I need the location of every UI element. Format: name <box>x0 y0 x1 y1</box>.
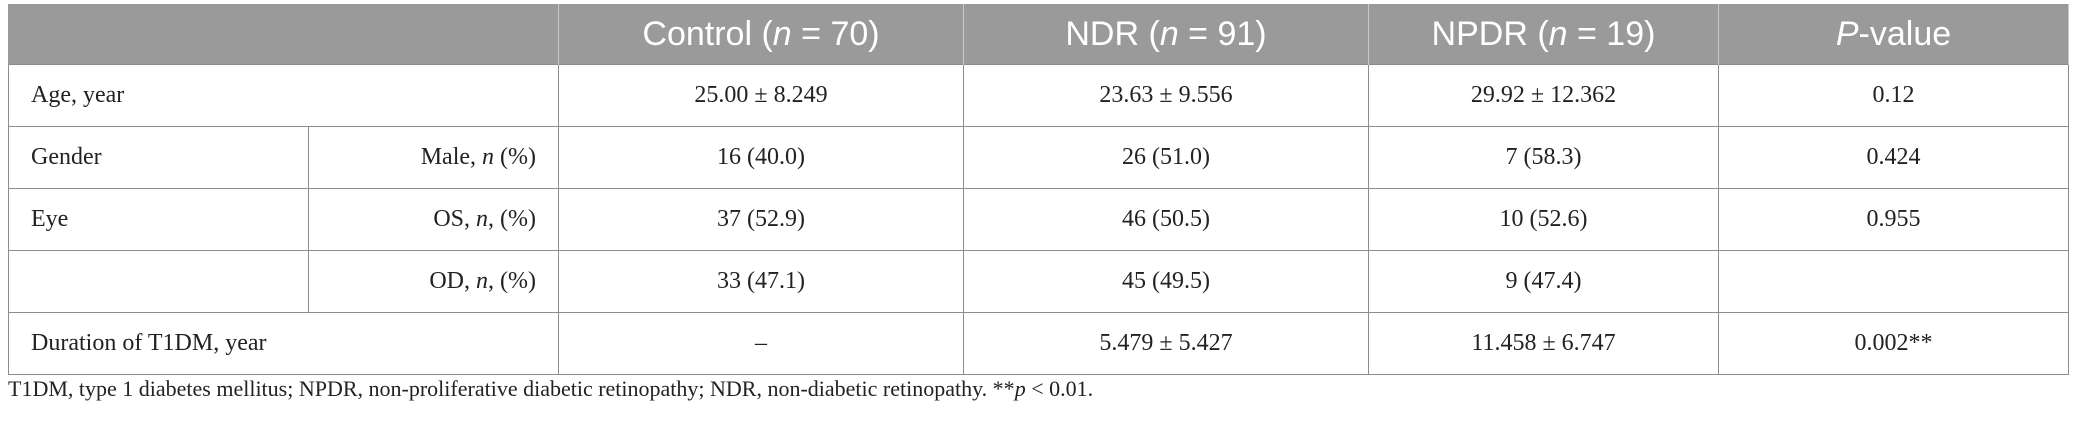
data-table-container: Control (n = 70) NDR (n = 91) NPDR (n = … <box>8 4 2069 375</box>
row-sublabel: Male, n (%) <box>308 126 559 189</box>
header-control: Control (n = 70) <box>558 4 964 65</box>
table-row-duration: Duration of T1DM, year – 5.479 ± 5.427 1… <box>8 312 2069 375</box>
row-sublabel: OS, n, (%) <box>308 188 559 251</box>
row-label: Gender <box>8 126 309 189</box>
table-row-age: Age, year 25.00 ± 8.249 23.63 ± 9.556 29… <box>8 64 2069 127</box>
header-row: Control (n = 70) NDR (n = 91) NPDR (n = … <box>8 4 2069 65</box>
row-label <box>8 250 309 313</box>
cell-npdr: 9 (47.4) <box>1368 250 1719 313</box>
cell-p-value: 0.424 <box>1718 126 2069 189</box>
cell-npdr: 10 (52.6) <box>1368 188 1719 251</box>
row-label: Age, year <box>8 64 559 127</box>
cell-npdr: 29.92 ± 12.362 <box>1368 64 1719 127</box>
cell-ndr: 46 (50.5) <box>963 188 1369 251</box>
row-sublabel: OD, n, (%) <box>308 250 559 313</box>
cell-control: 25.00 ± 8.249 <box>558 64 964 127</box>
table-row-eye-os: Eye OS, n, (%) 37 (52.9) 46 (50.5) 10 (5… <box>8 188 2069 251</box>
row-label: Duration of T1DM, year <box>8 312 559 375</box>
row-label: Eye <box>8 188 309 251</box>
cell-npdr: 7 (58.3) <box>1368 126 1719 189</box>
cell-control: – <box>558 312 964 375</box>
header-p-value: P-value <box>1718 4 2069 65</box>
header-npdr: NPDR (n = 19) <box>1368 4 1719 65</box>
cell-p-value: 0.12 <box>1718 64 2069 127</box>
cell-ndr: 23.63 ± 9.556 <box>963 64 1369 127</box>
cell-p-value <box>1718 250 2069 313</box>
cell-control: 16 (40.0) <box>558 126 964 189</box>
cell-control: 37 (52.9) <box>558 188 964 251</box>
demographics-table: Control (n = 70) NDR (n = 91) NPDR (n = … <box>8 4 2069 375</box>
table-row-gender: Gender Male, n (%) 16 (40.0) 26 (51.0) 7… <box>8 126 2069 189</box>
cell-p-value: 0.955 <box>1718 188 2069 251</box>
cell-control: 33 (47.1) <box>558 250 964 313</box>
cell-ndr: 5.479 ± 5.427 <box>963 312 1369 375</box>
cell-p-value: 0.002** <box>1718 312 2069 375</box>
cell-npdr: 11.458 ± 6.747 <box>1368 312 1719 375</box>
header-ndr: NDR (n = 91) <box>963 4 1369 65</box>
table-footnote: T1DM, type 1 diabetes mellitus; NPDR, no… <box>8 376 1094 401</box>
cell-ndr: 26 (51.0) <box>963 126 1369 189</box>
cell-ndr: 45 (49.5) <box>963 250 1369 313</box>
table-row-eye-od: OD, n, (%) 33 (47.1) 45 (49.5) 9 (47.4) <box>8 250 2069 313</box>
header-blank-cell <box>8 4 559 65</box>
